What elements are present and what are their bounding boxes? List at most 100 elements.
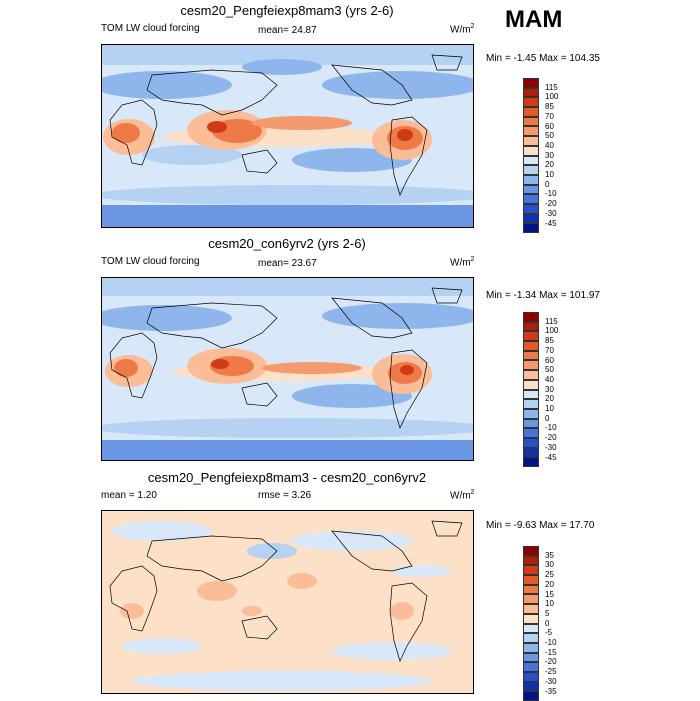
colorbar-tick-label: 30: [545, 384, 554, 394]
colorbar-tick-label: -30: [545, 442, 557, 452]
colorbar-tick-label: -10: [545, 638, 557, 647]
colorbar-tick-label: -45: [545, 218, 557, 228]
min-max-readout: Min = -1.34 Max = 101.97: [486, 290, 600, 301]
colorbar-swatch: [523, 174, 539, 185]
colorbar-swatch: [523, 594, 539, 605]
panel-rmse-label: rmse = 3.26: [258, 490, 312, 501]
colorbar-swatch: [523, 107, 539, 117]
colorbar-swatch: [523, 194, 539, 204]
colorbar-tick-label: 30: [545, 150, 554, 160]
colorbar-tick-label: 0: [545, 179, 550, 189]
colorbar-swatch: [523, 584, 539, 595]
colorbar-swatch: [523, 408, 539, 419]
panel-units: W/m2: [450, 23, 475, 36]
colorbar-tick-label: 40: [545, 140, 554, 150]
colorbar-tick-label: -10: [545, 423, 557, 433]
season-label: MAM: [505, 6, 563, 33]
panel-units: W/m2: [450, 256, 475, 269]
colorbar-tick-label: 60: [545, 121, 554, 131]
colorbar: 35 30 25 20 15 10 5 0 -5 -10 -15 -20 -25 -30 -35: [523, 546, 557, 701]
colorbar-swatch: [523, 662, 539, 672]
colorbar-tick-label: 25: [545, 570, 554, 580]
colorbar: 115 100 85 70 60 50 40 30 20 10 0 -10 -20 -30 -45: [523, 78, 558, 233]
colorbar-swatch: [523, 87, 539, 98]
colorbar-tick-label: -45: [545, 452, 557, 462]
colorbar-tick-label: 20: [545, 579, 554, 589]
colorbar-swatch: [523, 555, 539, 566]
colorbar-swatch: [523, 155, 539, 166]
colorbar-tick-label: 10: [545, 599, 554, 609]
colorbar-swatch: [523, 350, 539, 361]
colorbar-swatch: [523, 78, 539, 88]
min-max-readout: Min = -9.63 Max = 17.70: [486, 520, 595, 531]
colorbar-tick-label: -10: [545, 189, 557, 199]
colorbar-swatch: [523, 604, 539, 614]
colorbar-tick-label: 100: [545, 92, 559, 102]
colorbar-swatch: [523, 389, 539, 400]
colorbar-tick-label: 0: [545, 413, 550, 423]
map-panel-3: [101, 510, 474, 694]
colorbar-swatch: [523, 546, 539, 556]
contour-map: [102, 278, 473, 460]
colorbar-tick-label: -20: [545, 657, 557, 667]
colorbar-tick-label: 50: [545, 365, 554, 375]
colorbar-tick-label: 15: [545, 589, 554, 599]
colorbar-tick-label: -30: [545, 208, 557, 218]
panel-left-label: TOM LW cloud forcing: [101, 256, 200, 267]
colorbar-tick-label: 30: [545, 560, 554, 570]
colorbar-swatch: [523, 399, 539, 409]
colorbar-tick-label: 40: [545, 374, 554, 384]
colorbar-tick-label: -15: [545, 647, 557, 657]
colorbar-tick-label: -25: [545, 667, 557, 677]
colorbar-swatch: [523, 97, 539, 108]
map-panel-1: [101, 44, 474, 228]
colorbar-swatch: [523, 681, 539, 692]
colorbar-tick-label: -20: [545, 199, 557, 209]
colorbar-swatch: [523, 418, 539, 429]
colorbar-swatch: [523, 652, 539, 663]
colorbar-swatch: [523, 165, 539, 175]
panel-mean-label: mean= 24.87: [258, 25, 317, 36]
colorbar-tick-label: 50: [545, 131, 554, 141]
colorbar-swatch: [523, 341, 539, 351]
colorbar-tick-label: 10: [545, 404, 554, 413]
colorbar-tick-label: 0: [545, 618, 550, 628]
colorbar-swatch: [523, 223, 539, 233]
panel-units: W/m2: [450, 489, 475, 502]
colorbar: 115 100 85 70 60 50 40 30 20 10 0 -10 -20 -30 -45: [523, 312, 558, 467]
panel-title: cesm20_Pengfeiexp8mam3 (yrs 2-6): [180, 3, 394, 18]
colorbar-tick-label: -30: [545, 676, 557, 686]
colorbar-tick-label: 35: [545, 550, 554, 560]
colorbar-swatch: [523, 428, 539, 438]
colorbar-tick-label: -35: [545, 686, 557, 696]
colorbar-tick-label: 10: [545, 170, 554, 179]
colorbar-tick-label: 70: [545, 345, 554, 355]
contour-map: [102, 511, 473, 693]
colorbar-tick-label: 115: [545, 82, 558, 92]
colorbar-swatch: [523, 312, 539, 322]
colorbar-swatch: [523, 633, 539, 643]
colorbar-swatch: [523, 575, 539, 585]
map-panel-2: [101, 277, 474, 461]
panel-mean-label: mean= 23.67: [258, 258, 317, 269]
colorbar-swatch: [523, 379, 539, 390]
colorbar-swatch: [523, 145, 539, 156]
colorbar-swatch: [523, 136, 539, 146]
colorbar-swatch: [523, 447, 539, 458]
colorbar-tick-label: 85: [545, 102, 554, 112]
panel-left-label: TOM LW cloud forcing: [101, 23, 200, 34]
colorbar-tick-label: 5: [545, 608, 550, 618]
colorbar-tick-label: 85: [545, 336, 554, 346]
min-max-readout: Min = -1.45 Max = 104.35: [486, 53, 600, 64]
colorbar-swatch: [523, 565, 539, 576]
colorbar-swatch: [523, 203, 539, 214]
colorbar-swatch: [523, 331, 539, 342]
colorbar-swatch: [523, 184, 539, 195]
colorbar-tick-label: 60: [545, 355, 554, 365]
colorbar-swatch: [523, 116, 539, 127]
colorbar-tick-label: 115: [545, 316, 558, 326]
colorbar-swatch: [523, 213, 539, 224]
colorbar-swatch: [523, 370, 539, 380]
colorbar-swatch: [523, 613, 539, 624]
colorbar-tick-label: 100: [545, 326, 559, 336]
